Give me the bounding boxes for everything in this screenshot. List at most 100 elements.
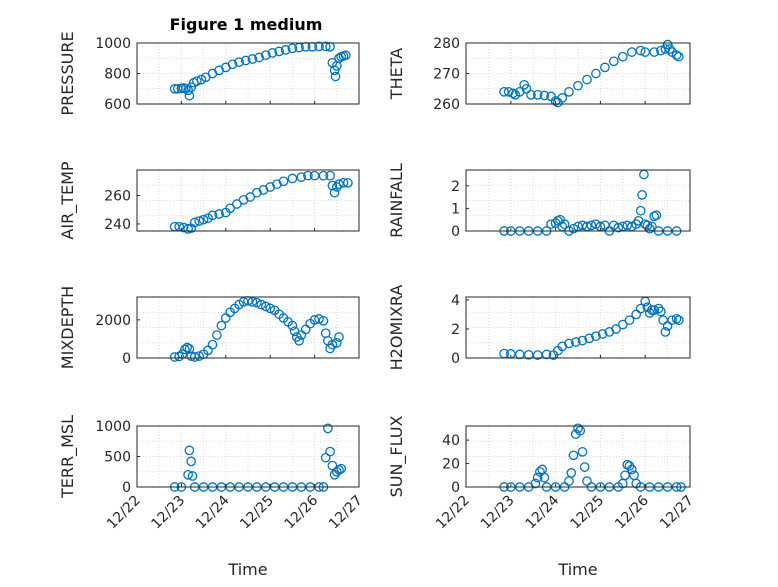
data-point xyxy=(232,199,242,209)
y-tick-label: 260 xyxy=(104,189,131,205)
axes-frame xyxy=(465,425,691,488)
data-point xyxy=(564,338,574,349)
data-point xyxy=(635,205,646,216)
data-point xyxy=(254,52,264,63)
data-point xyxy=(184,344,195,354)
data-point xyxy=(591,219,601,230)
data-point xyxy=(651,210,662,221)
panel-rainfall: 0 1 2 RAINFALL xyxy=(387,163,691,240)
data-point xyxy=(329,65,340,76)
data-point xyxy=(667,315,677,326)
data-point xyxy=(280,45,291,55)
data-point xyxy=(530,478,541,489)
data-point xyxy=(334,179,344,190)
y-tick-label: 600 xyxy=(104,97,131,113)
y-tick-label: 2 xyxy=(451,322,460,338)
data-point xyxy=(622,220,633,231)
data-point xyxy=(656,45,666,56)
y-axis-label: RAINFALL xyxy=(387,163,406,238)
data-point xyxy=(541,349,552,360)
panel-pressure: 600 800 1000 PRESSURE xyxy=(58,31,360,116)
y-tick-label: 0 xyxy=(451,351,460,367)
data-point xyxy=(597,329,608,339)
panel-h2omixra: 0 2 4 H2OMIXRA xyxy=(387,285,691,371)
data-point xyxy=(671,313,682,324)
data-point xyxy=(631,309,642,320)
data-point xyxy=(216,320,227,331)
y-tick-label: 0 xyxy=(122,480,131,496)
data-point xyxy=(234,57,244,67)
y-tick-label: 20 xyxy=(442,457,460,473)
data-point xyxy=(338,177,349,188)
y-axis-label: MIXDEPTH xyxy=(58,286,77,369)
data-point xyxy=(329,187,340,198)
data-point xyxy=(617,319,628,330)
data-point xyxy=(649,47,660,57)
y-axis-label: SUN_FLUX xyxy=(387,416,407,498)
y-axis-label: H2OMIXRA xyxy=(387,285,406,371)
x-axis-label: Time xyxy=(557,560,597,579)
data-point xyxy=(570,337,581,347)
y-tick-label: 40 xyxy=(442,433,460,449)
x-tick-label: 12/22 xyxy=(104,493,144,533)
data-point xyxy=(265,303,276,314)
data-point xyxy=(325,170,335,181)
data-point xyxy=(559,219,570,230)
data-point xyxy=(639,169,649,180)
data-point xyxy=(577,446,588,457)
data-point xyxy=(591,331,601,342)
data-point xyxy=(334,332,344,342)
data-point xyxy=(323,423,333,434)
data-point xyxy=(207,210,218,221)
x-tick-label: 12/23 xyxy=(478,493,518,533)
data-point xyxy=(214,209,224,219)
data-point xyxy=(508,88,518,99)
axes-frame xyxy=(136,169,360,232)
data-point xyxy=(198,214,209,225)
figure-title: Figure 1 medium xyxy=(170,15,323,34)
data-point xyxy=(673,315,684,326)
y-tick-label: 800 xyxy=(104,67,131,83)
data-point xyxy=(336,463,347,474)
data-point xyxy=(260,301,271,312)
data-point xyxy=(327,180,338,191)
y-tick-label: 0 xyxy=(122,351,131,367)
data-point xyxy=(240,55,251,66)
x-tick-label: 12/22 xyxy=(433,493,473,533)
data-point xyxy=(656,306,666,317)
data-point xyxy=(624,315,635,326)
data-point xyxy=(617,51,628,62)
data-point xyxy=(586,220,597,231)
x-tick-label: 12/24 xyxy=(523,492,563,532)
data-point xyxy=(189,352,200,362)
data-point xyxy=(252,187,262,198)
y-tick-label: 270 xyxy=(433,67,460,83)
data-point xyxy=(325,446,335,457)
data-point xyxy=(245,192,256,202)
data-point xyxy=(514,349,525,360)
data-point xyxy=(187,471,198,481)
data-point xyxy=(334,465,344,475)
y-tick-label: 1 xyxy=(451,201,460,217)
data-point xyxy=(340,50,351,61)
panel-sun-flux: 0 20 40 12/22 12/23 12/24 12/25 12/26 12/27 SUN… xyxy=(387,416,697,579)
data-point xyxy=(247,296,258,307)
data-point xyxy=(579,462,590,472)
data-point xyxy=(613,222,624,233)
data-point xyxy=(183,85,193,96)
data-point xyxy=(584,333,595,344)
data-point xyxy=(300,324,311,335)
x-axis-label: Time xyxy=(227,560,267,579)
data-point xyxy=(287,43,298,54)
data-point xyxy=(600,62,610,73)
data-point xyxy=(671,50,682,61)
data-point xyxy=(660,327,671,337)
panel-air-temp: 240 260 AIR_TEMP xyxy=(58,161,360,240)
y-tick-label: 4 xyxy=(451,293,460,309)
data-point xyxy=(265,182,276,192)
data-point xyxy=(635,45,646,56)
data-point xyxy=(287,173,298,184)
data-point xyxy=(539,90,550,101)
